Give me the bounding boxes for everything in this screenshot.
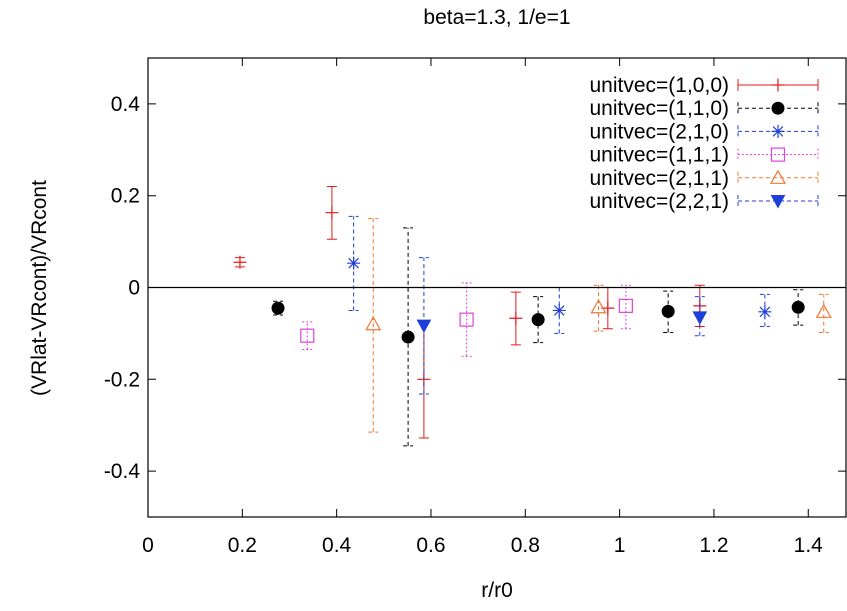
series-group — [233, 186, 707, 439]
legend-label: unitvec=(1,1,0) — [590, 97, 730, 120]
data-point — [692, 311, 708, 325]
error-bar — [663, 290, 674, 333]
data-point — [416, 319, 432, 334]
y-tick-label: 0 — [128, 277, 140, 300]
legend-line — [737, 171, 819, 184]
legend-line — [737, 195, 819, 207]
legend-marker — [771, 78, 785, 92]
data-point — [590, 299, 607, 314]
y-tick-label: -0.2 — [104, 368, 140, 391]
data-point — [347, 256, 361, 270]
error-bar — [818, 293, 829, 333]
data-point — [618, 298, 633, 313]
x-tick-label: 1.2 — [699, 534, 728, 557]
error-bar — [461, 282, 472, 357]
legend-marker — [771, 124, 785, 138]
error-bar — [694, 296, 705, 337]
y-tick-label: 0.4 — [111, 93, 141, 116]
error-bar — [593, 284, 604, 332]
data-point — [552, 303, 566, 317]
y-tick-label: -0.4 — [104, 460, 141, 483]
x-tick-label: 1 — [614, 534, 626, 557]
data-point — [365, 315, 382, 331]
legend-label: unitvec=(1,0,0) — [590, 74, 730, 97]
error-bar — [368, 218, 379, 433]
y-axis-label: (VRlat-VRcont)/VRcont — [28, 180, 51, 396]
legend-marker — [770, 195, 786, 209]
error-bar — [348, 215, 359, 311]
legend-label: unitvec=(2,1,1) — [590, 167, 730, 190]
data-point — [509, 311, 523, 325]
legend-line — [737, 125, 819, 138]
x-axis-label: r/r0 — [481, 579, 513, 602]
chart-title: beta=1.3, 1/e=1 — [423, 6, 570, 29]
legend-label: unitvec=(2,2,1) — [590, 190, 730, 213]
legend-label: unitvec=(2,1,0) — [590, 120, 730, 143]
error-bar — [403, 227, 414, 447]
x-tick-label: 0.8 — [511, 534, 540, 557]
data-point — [531, 313, 545, 327]
data-point — [401, 330, 415, 344]
x-tick-label: 0 — [142, 534, 154, 557]
series-group — [300, 282, 633, 357]
legend-marker — [770, 147, 786, 162]
x-tick-label: 0.6 — [416, 534, 445, 557]
legend-label: unitvec=(1,1,1) — [590, 144, 730, 167]
series-group — [416, 257, 708, 395]
x-tick-label: 0.4 — [322, 534, 352, 557]
data-point — [233, 255, 247, 269]
legend-marker — [771, 101, 785, 115]
data-point — [271, 301, 285, 315]
y-tick-label: 0.2 — [111, 185, 140, 208]
data-point — [758, 305, 772, 319]
series-group — [365, 218, 832, 433]
x-tick-label: 1.4 — [794, 534, 824, 557]
error-bar — [620, 284, 631, 330]
x-tick-label: 0.2 — [228, 534, 257, 557]
error-bar — [418, 257, 429, 395]
data-point — [300, 328, 315, 343]
data-point — [325, 206, 339, 220]
series-group — [271, 227, 805, 447]
data-point — [661, 304, 675, 318]
series-group — [347, 215, 772, 334]
legend-line — [737, 148, 819, 161]
error-bar — [302, 321, 313, 350]
data-point — [815, 303, 832, 318]
data-point — [459, 312, 474, 327]
legend-marker — [769, 169, 787, 184]
data-point — [791, 300, 805, 314]
legend-line — [737, 102, 819, 115]
